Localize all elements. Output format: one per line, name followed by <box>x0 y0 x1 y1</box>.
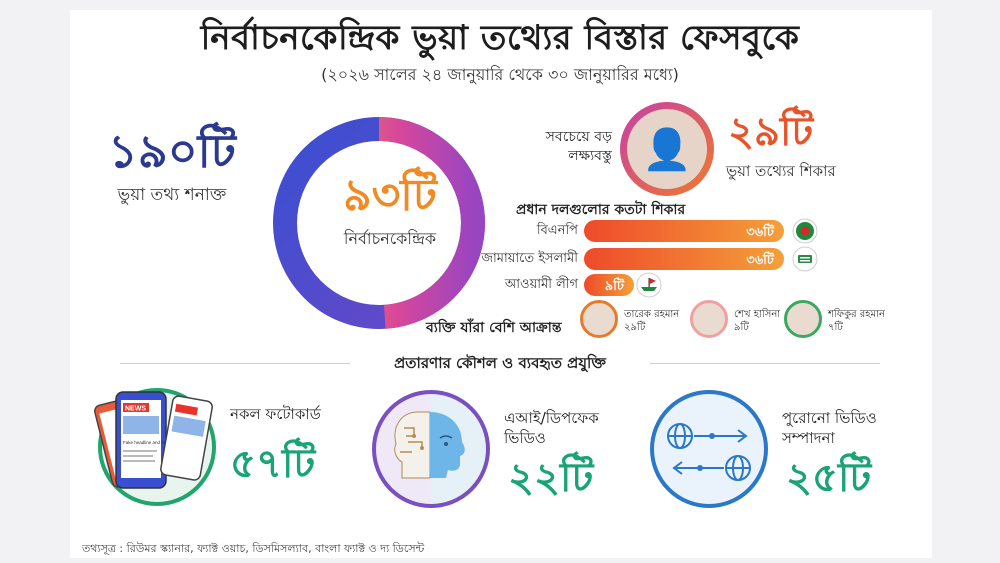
party-value: ৩৬টি <box>746 253 774 268</box>
awami-league-logo-icon <box>636 272 662 298</box>
technique-label: এআই/ডিপফেক ভিডিও <box>504 408 599 449</box>
technique-label-line1: এআই/ডিপফেক <box>504 409 599 427</box>
party-row: জামায়াতে ইসলামী ৩৬টি <box>481 246 820 272</box>
page-subtitle: (২০২৬ সালের ২৪ জানুয়ারি থেকে ৩০ জানুয়া… <box>321 65 679 84</box>
ring-center <box>301 145 457 301</box>
total-value: ১৯০টি <box>108 124 236 178</box>
person-name: তারেক রহমান <box>624 309 680 320</box>
person-info: শফিকুর রহমান ৭টি <box>828 308 885 334</box>
party-name: বিএনপি <box>536 223 578 238</box>
person-info: শেখ হাসিনা ৯টি <box>734 308 780 334</box>
party-bar: ৩৬টি <box>584 220 784 242</box>
party-name: আওয়ামী লীগ <box>504 277 578 292</box>
technique-circle <box>650 390 768 508</box>
phone-news-icon: NEWS Fake headline and fake location <box>94 391 213 489</box>
persons-label: ব্যক্তি যাঁরা বেশি আক্রান্ত <box>426 320 562 336</box>
election-label: নির্বাচনকেন্দ্রিক <box>343 229 437 248</box>
ai-head-icon <box>394 411 465 479</box>
bnp-logo-icon <box>792 218 818 244</box>
technique-label-line2: ভিডিও <box>504 429 546 448</box>
page-title: নির্বাচনকেন্দ্রিক ভুয়া তথ্যের বিস্তার ফ… <box>200 18 800 58</box>
technique-label: পুরোনো ভিডিও সম্পাদনা <box>782 408 877 449</box>
person-count: ৭টি <box>828 322 843 333</box>
infographic-card <box>70 10 932 558</box>
technique-value: ৫৭টি <box>230 441 316 487</box>
source-note: তথ্যসূত্র : রিউমর স্ক্যানার, ফ্যাক্ট ওয়… <box>82 542 425 555</box>
party-row: আওয়ামী লীগ ৯টি <box>505 272 820 298</box>
divider-left <box>120 363 350 364</box>
person-count: ২৯টি <box>624 322 646 333</box>
ring-election-arc <box>273 117 485 329</box>
technique-label: নকল ফটোকার্ড <box>230 404 321 424</box>
total-stat: ১৯০টি ভুয়া তথ্য শনাক্ত <box>108 128 236 210</box>
phone-news-text: Fake headline and fake location <box>123 440 187 445</box>
phone-news-badge: NEWS <box>125 406 146 413</box>
techniques-title: প্রতারণার কৌশল ও ব্যবহৃত প্রযুক্তি <box>0 352 1000 377</box>
technique-label-line1: নকল ফটোকার্ড <box>230 405 321 423</box>
election-stat: ৯৩টি নির্বাচনকেন্দ্রিক <box>300 174 480 253</box>
party-bar: ৩৬টি <box>584 248 784 270</box>
globe-exchange-icon <box>667 423 751 481</box>
technique-value: ২২টি <box>508 455 594 501</box>
party-row: বিএনপি ৩৬টি <box>537 218 820 244</box>
parties-title: প্রধান দলগুলোর কতটা শিকার <box>516 202 686 218</box>
target-caption-line1: সবচেয়ে বড় <box>545 129 612 145</box>
person-info: তারেক রহমান ২৯টি <box>624 308 679 334</box>
person-avatar <box>784 300 822 338</box>
person-avatar <box>580 300 618 338</box>
person-portrait-icon: 👤 <box>627 109 707 189</box>
technique-value: ২৫টি <box>786 455 872 501</box>
techniques-title-text: প্রতারণার কৌশল ও ব্যবহৃত প্রযুক্তি <box>384 354 616 372</box>
technique-label-line1: পুরোনো ভিডিও <box>782 409 877 427</box>
party-name: জামায়াতে ইসলামী <box>481 251 578 266</box>
total-label: ভুয়া তথ্য শনাক্ত <box>117 185 227 205</box>
party-value: ৩৬টি <box>746 225 774 240</box>
person-avatar <box>690 300 728 338</box>
technique-label-line2: সম্পাদনা <box>782 429 835 448</box>
divider-right <box>650 363 880 364</box>
person-name: শফিকুর রহমান <box>828 309 885 320</box>
target-value: ২৯টি <box>728 109 814 155</box>
person-count: ৯টি <box>734 322 749 333</box>
person-name: শেখ হাসিনা <box>734 309 781 320</box>
party-value: ৯টি <box>604 279 624 294</box>
election-value: ৯৩টি <box>343 170 437 221</box>
election-ring <box>273 117 485 329</box>
target-label: ভুয়া তথ্যের শিকার <box>726 162 836 180</box>
target-portrait: 👤 <box>620 102 714 196</box>
party-bar: ৯টি <box>584 274 634 296</box>
target-caption: সবচেয়ে বড় লক্ষ্যবস্তু <box>520 128 612 166</box>
jamaat-logo-icon <box>792 246 818 272</box>
target-caption-line2: লক্ষ্যবস্তু <box>568 147 612 164</box>
